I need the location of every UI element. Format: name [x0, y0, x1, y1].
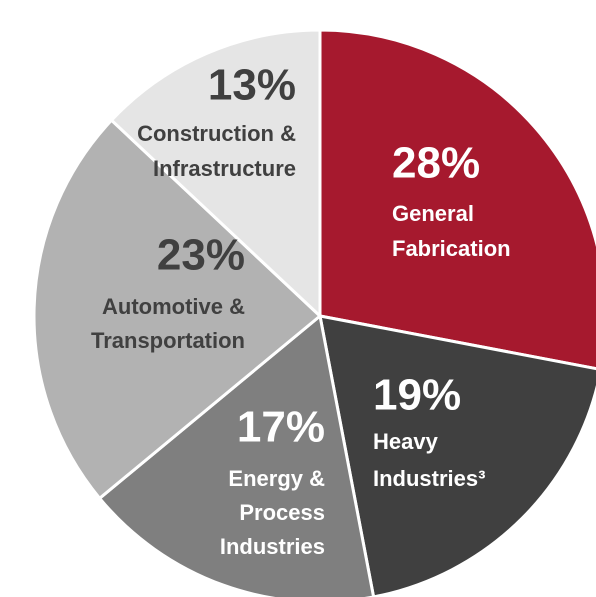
slice-label: Energy &	[228, 466, 325, 491]
value-label: 19%	[373, 371, 461, 420]
value-label: 23%	[157, 231, 245, 280]
pie-slice	[318, 28, 596, 371]
pie-slice	[97, 313, 376, 597]
pie-slice	[32, 118, 323, 501]
slice-label: Industries³	[373, 466, 485, 491]
slice-label: Industries	[220, 534, 325, 559]
value-label: 28%	[392, 139, 480, 188]
slice-label: Infrastructure	[153, 156, 296, 181]
pie-slice	[109, 28, 322, 320]
pie-slice	[318, 314, 596, 597]
slice-label: Construction &	[137, 121, 296, 146]
value-label: 13%	[208, 61, 296, 110]
value-label: 17%	[237, 403, 325, 452]
slice-label: General	[392, 201, 474, 226]
slice-label: Process	[239, 500, 325, 525]
slice-label: Fabrication	[392, 236, 511, 261]
slice-label: Transportation	[91, 328, 245, 353]
slice-label: Automotive &	[102, 294, 245, 319]
slice-label: Heavy	[373, 429, 439, 454]
